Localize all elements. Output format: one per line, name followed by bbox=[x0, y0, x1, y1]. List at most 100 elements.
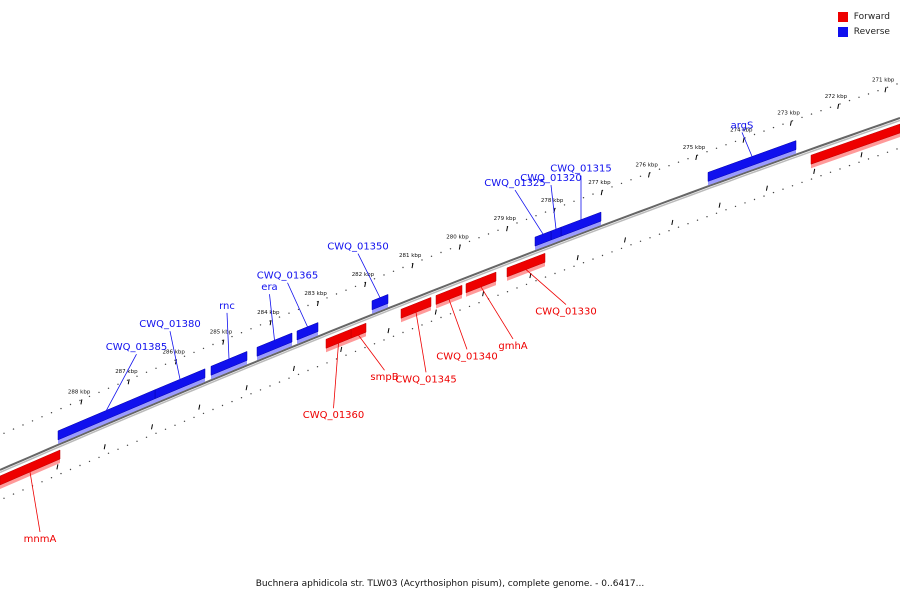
ruler-dot bbox=[744, 202, 746, 204]
legend-forward-label: Forward bbox=[853, 11, 890, 22]
leader-line bbox=[357, 253, 381, 298]
gene-forward-continuation bbox=[810, 123, 900, 165]
leader-line bbox=[169, 331, 181, 380]
ruler-dot bbox=[164, 363, 167, 365]
ruler-dot bbox=[202, 347, 205, 350]
ruler-dot bbox=[706, 151, 708, 153]
ruler-dot bbox=[896, 148, 898, 150]
gene-layer bbox=[0, 123, 900, 489]
ruler-dot bbox=[288, 312, 290, 314]
gene-cwq_01350 bbox=[371, 294, 389, 311]
ruler-dot bbox=[630, 244, 632, 246]
leader-line bbox=[550, 185, 557, 230]
gene-cwq_01340 bbox=[435, 284, 463, 305]
ruler-dot bbox=[440, 316, 442, 319]
ruler-dot bbox=[763, 195, 765, 197]
gene-cwq_01385 bbox=[57, 389, 156, 441]
ruler-dot bbox=[668, 165, 670, 167]
major-tick bbox=[198, 404, 201, 410]
ruler-dot bbox=[535, 280, 537, 282]
legend-reverse: Reverse bbox=[837, 24, 890, 39]
major-tick bbox=[600, 190, 603, 196]
ruler-dot bbox=[316, 366, 319, 368]
ruler-dot bbox=[345, 354, 347, 356]
ruler-dot bbox=[820, 110, 822, 112]
leader-line bbox=[287, 282, 308, 327]
ruler-dot bbox=[497, 229, 499, 231]
ruler-dot bbox=[772, 191, 775, 194]
ruler-dot bbox=[839, 168, 841, 170]
ruler-dot bbox=[126, 444, 129, 446]
ruler-dot bbox=[297, 373, 300, 376]
axis-tick-label: 272 kbp bbox=[825, 94, 848, 100]
major-tick bbox=[648, 172, 650, 178]
ruler-dot bbox=[687, 158, 689, 160]
ruler-dot bbox=[240, 397, 243, 399]
ruler-dot bbox=[212, 408, 214, 411]
major-tick bbox=[340, 346, 343, 353]
major-tick bbox=[506, 226, 509, 232]
ruler-dot bbox=[231, 335, 233, 338]
ruler-dot bbox=[582, 197, 585, 199]
major-tick bbox=[742, 137, 745, 143]
gene-cwq_01330 bbox=[506, 252, 546, 278]
ruler-dot bbox=[402, 266, 404, 269]
ruler-dot bbox=[354, 285, 357, 288]
ruler-dot bbox=[79, 399, 81, 402]
gene-args bbox=[707, 140, 797, 182]
gene-cwq_01325 bbox=[534, 230, 552, 247]
ruler-dot bbox=[573, 265, 575, 267]
ruler-dot bbox=[364, 346, 366, 349]
ruler-dot bbox=[791, 185, 794, 187]
gene-label-cwq_01315: CWQ_01315 bbox=[550, 164, 612, 175]
ruler-dot bbox=[725, 144, 727, 146]
ruler-dot bbox=[677, 226, 680, 228]
ruler-dot bbox=[658, 168, 661, 170]
major-tick bbox=[103, 444, 106, 450]
gene-label-cwq_01385: CWQ_01385 bbox=[106, 342, 168, 353]
ruler-dot bbox=[31, 420, 34, 422]
major-tick bbox=[884, 87, 887, 93]
ruler-dot bbox=[269, 385, 271, 387]
ruler-dot bbox=[392, 335, 395, 337]
ruler-dot bbox=[582, 262, 585, 264]
ruler-dot bbox=[117, 448, 119, 450]
ruler-dot bbox=[41, 481, 43, 483]
ruler-dot bbox=[183, 420, 186, 422]
ruler-dot bbox=[782, 123, 784, 125]
ruler-dot bbox=[107, 387, 110, 389]
ruler-dot bbox=[88, 460, 91, 463]
ruler-dot bbox=[611, 186, 613, 188]
ruler-dot bbox=[839, 103, 841, 105]
gene-label-args: argS bbox=[731, 120, 754, 131]
major-tick bbox=[292, 365, 295, 372]
gene-cwq_01345 bbox=[400, 297, 432, 319]
gene-label-cwq_01325: CWQ_01325 bbox=[484, 178, 546, 189]
ruler-dot bbox=[516, 222, 518, 224]
ruler-dot bbox=[278, 316, 281, 318]
ruler-dot bbox=[250, 328, 252, 330]
ruler-dot bbox=[867, 158, 870, 160]
gene-gmha bbox=[465, 271, 497, 294]
ruler-dot bbox=[563, 204, 566, 206]
ruler-dot bbox=[896, 83, 898, 85]
axis-tick-label: 282 kbp bbox=[352, 272, 375, 278]
ruler-dot bbox=[174, 359, 176, 361]
gene-label-smpb: smpB bbox=[370, 372, 398, 383]
ruler-dot bbox=[706, 216, 708, 218]
ruler-dot bbox=[753, 198, 756, 201]
ruler-dot bbox=[544, 276, 547, 278]
ruler-dot bbox=[240, 332, 243, 334]
gene-cwq_01360 bbox=[325, 328, 352, 349]
ruler-dot bbox=[858, 161, 860, 163]
ruler-dot bbox=[829, 171, 832, 173]
ruler-dot bbox=[886, 86, 889, 89]
axis-tick-label: 274 kbp bbox=[730, 128, 753, 134]
leader-line bbox=[514, 189, 544, 235]
gene-label-cwq_01360: CWQ_01360 bbox=[303, 410, 365, 421]
figure-caption: Buchnera aphidicola str. TLW03 (Acyrthos… bbox=[255, 579, 645, 589]
ruler-dot bbox=[506, 291, 509, 293]
gene-rnc bbox=[210, 351, 248, 376]
ruler-dot bbox=[449, 313, 452, 315]
ruler-dot bbox=[155, 367, 157, 369]
